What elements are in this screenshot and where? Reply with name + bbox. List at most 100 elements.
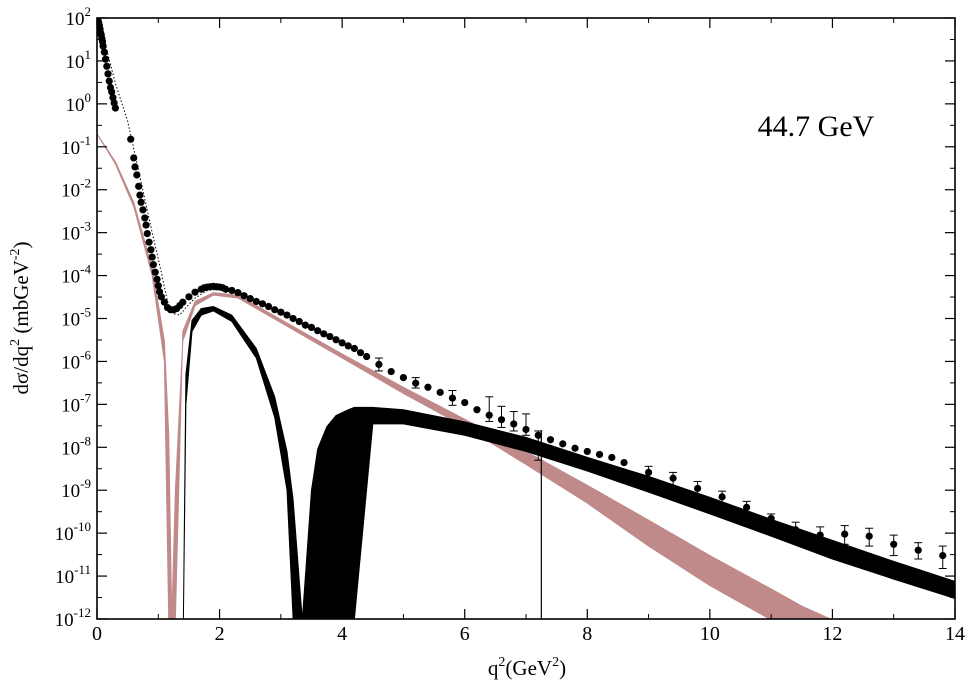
data-point (277, 308, 285, 316)
data-point (320, 330, 328, 338)
data-point (332, 336, 340, 344)
data-point (99, 42, 107, 50)
x-tick-label: 0 (92, 623, 102, 645)
data-point (179, 298, 187, 306)
data-point (258, 300, 267, 308)
data-point (271, 306, 279, 314)
data-point (139, 206, 147, 214)
data-point (136, 191, 144, 199)
y-tick-label: 101 (66, 47, 92, 73)
data-point (148, 253, 156, 261)
y-axis-label-pre: dσ/dq (9, 345, 33, 394)
y-tick-label: 10-7 (61, 390, 91, 416)
y-tick-label: 10-8 (61, 433, 91, 459)
data-point (816, 531, 824, 539)
data-point (141, 214, 149, 222)
data-point (109, 93, 117, 102)
x-axis-label-unit-sup: 2 (552, 655, 559, 670)
data-point (145, 238, 153, 246)
y-tick-label: 10-1 (61, 133, 91, 159)
data-point (620, 458, 628, 467)
data-point (131, 163, 139, 171)
data-point (104, 70, 112, 78)
data-point (497, 416, 506, 424)
data-point (301, 321, 309, 329)
data-point (157, 293, 165, 301)
data-point (350, 344, 358, 353)
y-tick-label: 10-6 (61, 347, 91, 373)
data-point (485, 411, 493, 419)
y-tick-label: 10-2 (61, 176, 91, 202)
data-point (767, 514, 775, 523)
data-point (160, 298, 169, 306)
data-point (137, 198, 145, 206)
data-point (127, 135, 135, 143)
data-point (644, 468, 653, 477)
data-point (105, 77, 113, 85)
theory-band-1 (182, 305, 955, 619)
data-point (307, 323, 316, 332)
data-point (546, 436, 555, 444)
theory-band-0 (97, 133, 832, 619)
data-point (108, 88, 116, 96)
data-point (191, 288, 199, 296)
data-point (461, 398, 469, 407)
y-tick-label: 10-4 (61, 262, 91, 288)
data-point (130, 154, 138, 162)
data-point (252, 297, 260, 306)
data-point (222, 285, 230, 293)
x-axis-label: q2(GeV2) (488, 655, 566, 680)
y-tick-label: 10-10 (55, 519, 91, 545)
x-tick-label: 8 (582, 623, 592, 645)
data-point (608, 453, 616, 462)
data-point (448, 394, 457, 402)
y-axis-label: dσ/dq2 (mbGeV-2) (8, 241, 33, 394)
y-axis-label-sup: 2 (8, 339, 23, 346)
x-tick-label: 14 (945, 623, 965, 645)
y-axis-label-sup2: -2 (8, 248, 23, 260)
data-point (424, 383, 432, 391)
data-point (135, 182, 143, 190)
data-point (153, 275, 161, 283)
data-point (314, 327, 322, 335)
data-point (399, 374, 408, 382)
x-axis-label-close: ) (559, 656, 566, 680)
data-point (914, 546, 922, 554)
y-tick-label: 10-5 (61, 305, 91, 331)
data-point (522, 425, 530, 434)
x-axis-label-base: q (488, 656, 499, 680)
y-tick-label: 10-12 (55, 605, 91, 631)
x-tick-label: 6 (460, 623, 470, 645)
data-point (436, 388, 444, 396)
data-point (234, 289, 242, 297)
data-point (265, 302, 273, 311)
data-point (103, 62, 111, 70)
x-tick-label: 4 (337, 623, 347, 645)
data-point (289, 314, 297, 323)
data-point (583, 447, 591, 456)
data-point (534, 431, 542, 439)
data-point (387, 367, 395, 376)
data-point (669, 474, 677, 482)
data-point (890, 540, 898, 548)
plot-area (97, 18, 955, 619)
y-tick-label: 10-3 (61, 219, 91, 245)
data-point (151, 268, 159, 276)
data-point (133, 171, 141, 179)
data-point (743, 503, 751, 511)
data-point (295, 317, 303, 326)
data-point (283, 311, 291, 319)
data-point (510, 420, 518, 428)
y-axis-label-close: ) (9, 241, 33, 248)
x-tick-label: 10 (700, 623, 720, 645)
data-point (571, 444, 579, 452)
x-axis-label-sup: 2 (498, 655, 505, 670)
data-point (694, 484, 702, 493)
data-point (595, 450, 604, 459)
data-point (101, 55, 110, 63)
data-point (344, 342, 352, 350)
data-point (375, 360, 383, 369)
data-point (473, 406, 481, 414)
data-point (865, 532, 873, 540)
